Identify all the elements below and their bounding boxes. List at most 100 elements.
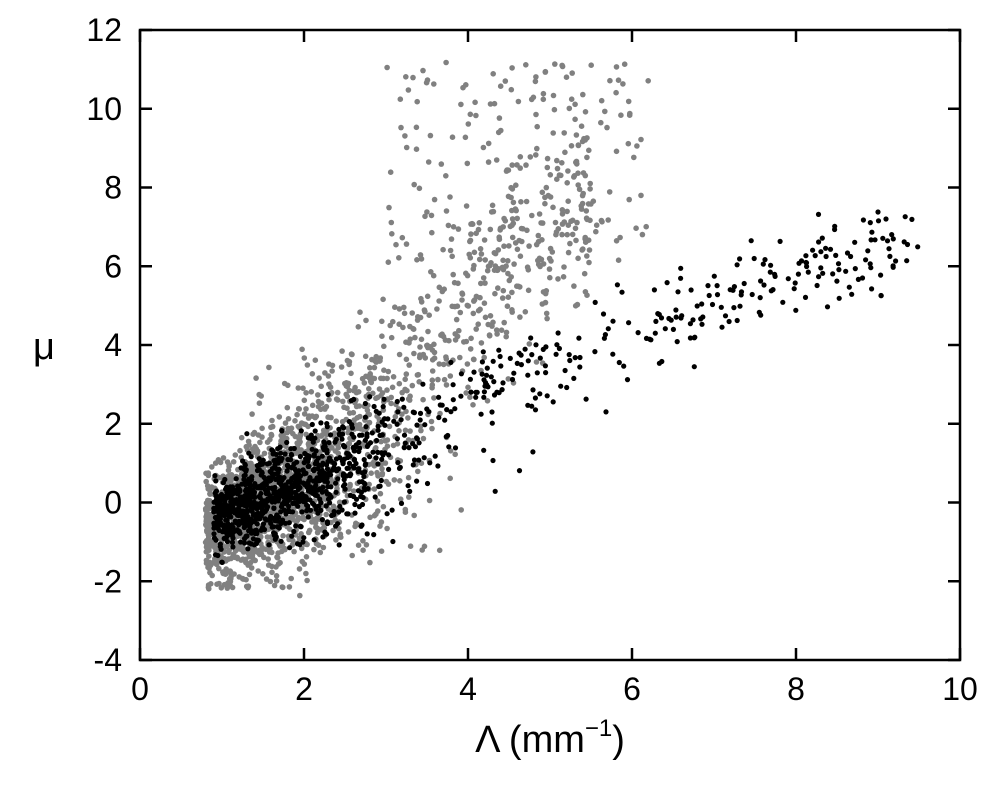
point-gray: [523, 162, 529, 168]
point-black: [395, 460, 400, 465]
point-gray: [550, 205, 556, 211]
point-gray: [444, 356, 450, 362]
point-black: [577, 364, 582, 369]
point-black: [377, 433, 382, 438]
point-gray: [422, 544, 428, 550]
point-gray: [349, 352, 355, 358]
point-black: [297, 497, 302, 502]
point-gray: [406, 494, 412, 500]
point-gray: [269, 418, 275, 424]
point-black: [225, 529, 230, 534]
y-tick-label: 6: [104, 248, 122, 284]
point-black: [889, 232, 894, 237]
point-black: [368, 440, 373, 445]
point-gray: [574, 132, 580, 138]
point-gray: [277, 560, 283, 566]
point-gray: [315, 515, 321, 521]
point-gray: [488, 313, 494, 319]
point-gray: [496, 130, 502, 136]
point-gray: [468, 221, 474, 227]
point-gray: [504, 167, 510, 173]
point-black: [374, 455, 379, 460]
point-gray: [472, 100, 478, 106]
point-black: [752, 256, 757, 261]
point-gray: [348, 371, 354, 377]
point-gray: [516, 284, 522, 290]
point-gray: [525, 264, 531, 270]
point-black: [836, 261, 841, 266]
point-black: [233, 488, 238, 493]
point-gray: [226, 473, 232, 479]
point-gray: [226, 468, 232, 474]
point-gray: [257, 400, 263, 406]
point-black: [525, 373, 530, 378]
point-black: [266, 475, 271, 480]
point-gray: [542, 201, 548, 207]
point-black: [484, 373, 489, 378]
point-gray: [518, 154, 524, 160]
point-gray: [511, 261, 517, 267]
point-black: [221, 523, 226, 528]
point-gray: [326, 397, 332, 403]
point-gray: [468, 346, 474, 352]
point-gray: [415, 469, 421, 475]
point-gray: [558, 173, 564, 179]
point-black: [816, 212, 821, 217]
point-gray: [468, 231, 474, 237]
point-black: [603, 409, 608, 414]
point-black: [243, 479, 248, 484]
point-black: [285, 463, 290, 468]
point-gray: [410, 75, 416, 81]
point-black: [365, 531, 370, 536]
point-black: [325, 459, 330, 464]
x-tick-label: 10: [942, 671, 978, 707]
scatter-chart: 0246810-4-2024681012Λ (mm−1)μ: [0, 0, 1000, 788]
point-gray: [511, 200, 517, 206]
point-black: [272, 485, 277, 490]
point-gray: [494, 157, 500, 163]
point-black: [283, 521, 288, 526]
point-gray: [500, 295, 506, 301]
point-gray: [548, 172, 554, 178]
point-black: [671, 327, 676, 332]
point-black: [316, 503, 321, 508]
point-gray: [490, 320, 496, 326]
point-gray: [566, 250, 572, 256]
point-gray: [533, 79, 539, 85]
point-gray: [488, 227, 494, 233]
point-black: [268, 469, 273, 474]
point-gray: [422, 214, 428, 220]
point-black: [346, 466, 351, 471]
point-black: [362, 457, 367, 462]
point-gray: [388, 401, 394, 407]
point-gray: [406, 87, 412, 93]
point-gray: [367, 365, 373, 371]
point-gray: [584, 253, 590, 259]
point-gray: [508, 185, 514, 191]
point-gray: [356, 542, 362, 548]
point-black: [481, 395, 486, 400]
point-gray: [535, 258, 541, 264]
point-gray: [487, 332, 493, 338]
point-gray: [509, 65, 515, 71]
point-black: [401, 405, 406, 410]
point-gray: [466, 252, 472, 258]
point-black: [728, 287, 733, 292]
point-gray: [638, 137, 644, 143]
point-black: [723, 313, 728, 318]
point-gray: [283, 420, 289, 426]
point-gray: [313, 524, 319, 530]
point-black: [742, 281, 747, 286]
point-gray: [249, 411, 255, 417]
point-gray: [553, 232, 559, 238]
point-black: [299, 428, 304, 433]
point-gray: [544, 311, 550, 317]
y-tick-label: 2: [104, 406, 122, 442]
point-gray: [458, 102, 464, 108]
point-gray: [437, 548, 443, 554]
point-black: [573, 355, 578, 360]
point-black: [475, 390, 480, 395]
point-black: [453, 445, 458, 450]
point-gray: [309, 519, 315, 525]
point-black: [699, 301, 704, 306]
